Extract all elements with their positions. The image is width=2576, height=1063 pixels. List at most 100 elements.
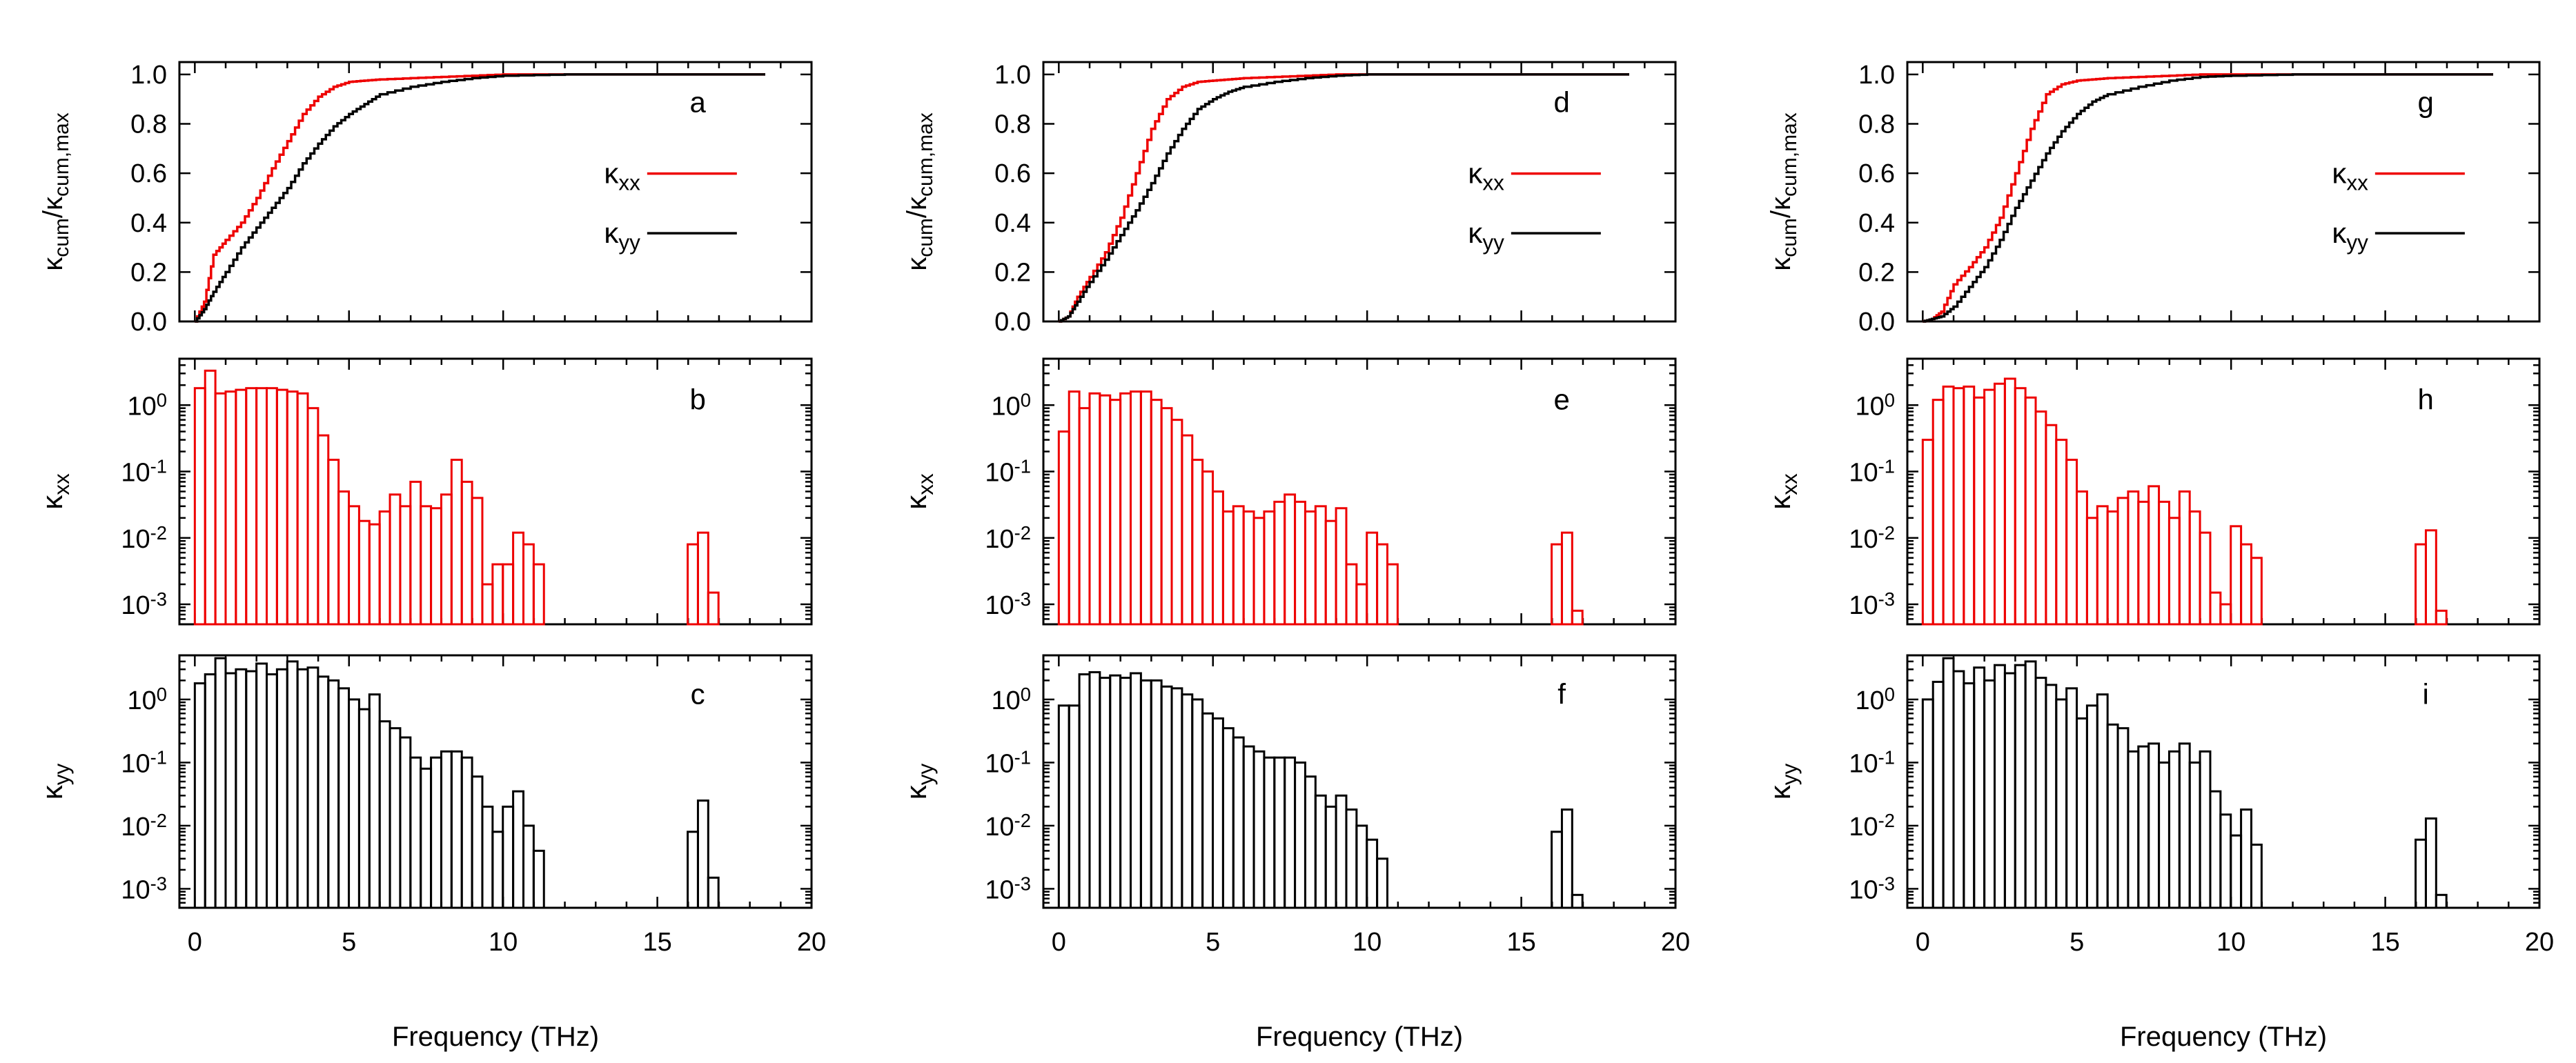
histogram-bar — [1952, 387, 1965, 626]
histogram-bar — [707, 591, 720, 626]
y-axis-label-part: cum — [50, 218, 73, 257]
x-tick-label: 15 — [2370, 928, 2399, 957]
histogram-bar — [2127, 490, 2140, 626]
y-tick-label: 100 — [992, 684, 1032, 715]
x-tick-label: 20 — [797, 928, 826, 957]
histogram-bar — [2003, 377, 2016, 626]
y-tick-label: 0.2 — [994, 258, 1031, 287]
y-tick-label: 0.8 — [1858, 110, 1895, 139]
histogram-bar — [687, 831, 699, 909]
histogram-bar — [2024, 396, 2037, 626]
y-tick-base: 10 — [121, 813, 150, 842]
legend-label: κyy — [604, 217, 640, 255]
histogram-bar — [2219, 813, 2232, 909]
y-tick-label: 10-1 — [1849, 746, 1895, 778]
y-tick-label: 100 — [128, 684, 168, 715]
y-axis-label-part: yy — [1777, 764, 1802, 786]
histogram-bar — [1983, 679, 1996, 909]
histogram-bar — [337, 490, 351, 626]
histogram-bar — [2085, 704, 2098, 909]
histogram-bar — [224, 390, 237, 626]
histogram-bar — [306, 666, 319, 909]
histogram-bar — [214, 657, 227, 909]
histogram-bar — [265, 387, 278, 626]
histogram-bar — [317, 675, 330, 909]
histogram-bar — [1221, 510, 1235, 626]
y-tick-label: 0.8 — [130, 110, 167, 139]
y-tick-label: 100 — [128, 389, 168, 421]
histogram-bar — [368, 693, 381, 909]
histogram-bar — [512, 790, 524, 909]
y-tick-base: 10 — [1856, 392, 1885, 421]
legend-label-part: κ — [2332, 217, 2347, 249]
y-axis-label-part: cum,max — [914, 112, 937, 197]
y-axis-label-part: κ — [900, 495, 932, 510]
y-tick-base: 10 — [1856, 686, 1885, 715]
x-axis-label: Frequency (THz) — [392, 1022, 599, 1052]
histogram-bar — [1983, 388, 1996, 626]
plot-frame — [178, 61, 813, 323]
histogram-bar — [1304, 510, 1317, 626]
y-tick-base: 10 — [1849, 591, 1878, 620]
histogram-bar — [430, 756, 442, 909]
histogram-bar — [357, 519, 371, 626]
histogram-bar — [2240, 808, 2252, 909]
histogram-bar — [1212, 490, 1224, 626]
histogram-bar — [2188, 510, 2201, 626]
panel-label-b: b — [689, 384, 705, 416]
y-tick-exponent: -1 — [150, 746, 167, 768]
histogram-bar — [1942, 385, 1955, 626]
y-tick-base: 10 — [985, 525, 1014, 554]
histogram-bar — [2106, 510, 2119, 626]
histogram-bar — [2219, 603, 2232, 626]
histogram-bar — [2014, 387, 2027, 626]
y-tick-exponent: -3 — [150, 588, 167, 610]
y-axis-label-part: κ — [38, 257, 68, 271]
histogram-bar — [193, 387, 206, 626]
histogram-bar — [1355, 583, 1368, 626]
y-tick-base: 10 — [992, 686, 1021, 715]
series-line-κyy — [1923, 73, 2493, 323]
histogram-bar — [2147, 485, 2161, 626]
y-axis-label-part: κ — [902, 257, 932, 271]
y-axis-label: κcum/κcum,max — [902, 112, 937, 271]
y-axis-label-part: cum,max — [1778, 112, 1801, 197]
histogram-bar — [1109, 674, 1122, 909]
histogram-bar — [2096, 693, 2109, 909]
histogram-bar — [2065, 459, 2078, 626]
y-tick-exponent: -1 — [1014, 455, 1031, 477]
histogram-bar — [1068, 390, 1081, 626]
histogram-bar — [245, 387, 258, 626]
histogram-bar — [2424, 529, 2437, 626]
histogram-bar — [1160, 407, 1173, 626]
y-tick-label: 0.4 — [1858, 209, 1895, 238]
y-axis-label-part: κ — [1764, 784, 1796, 799]
y-tick-base: 10 — [985, 459, 1014, 488]
y-tick-label: 0.2 — [1858, 258, 1895, 287]
histogram-bar — [409, 756, 422, 909]
y-tick-label: 1.0 — [1858, 61, 1895, 90]
y-axis-label-part: cum — [914, 218, 937, 257]
y-axis-label-part: xx — [1777, 473, 1802, 495]
histogram-bar — [2116, 727, 2130, 909]
panel-label-f: f — [1557, 678, 1566, 711]
histogram-bar — [235, 388, 248, 626]
histogram-bar — [337, 687, 351, 909]
y-tick-label: 0.0 — [130, 308, 167, 337]
histogram-bar — [1078, 407, 1091, 626]
histogram-bar — [2209, 591, 2222, 626]
y-tick-label: 10-1 — [985, 746, 1031, 778]
histogram-bar — [1170, 687, 1183, 909]
histogram-bar — [2188, 761, 2201, 909]
y-tick-label: 0.2 — [130, 258, 167, 287]
x-tick-label: 15 — [1506, 928, 1535, 957]
histogram-bar — [2147, 742, 2161, 909]
y-axis-label: κxx — [1764, 473, 1802, 510]
histogram-bar — [1078, 673, 1091, 909]
y-axis-label-part: / — [902, 210, 932, 218]
y-tick-label: 1.0 — [994, 61, 1031, 90]
histogram-bar — [255, 662, 268, 909]
